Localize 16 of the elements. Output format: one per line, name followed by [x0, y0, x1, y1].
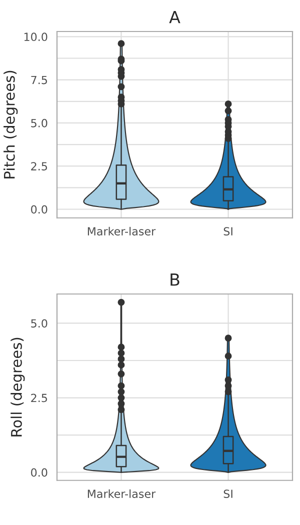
y-tick-label: 2.5 [31, 162, 47, 170]
y-tick-label: 10.0 [24, 32, 48, 42]
x-tick-label: Marker-laser [88, 489, 156, 498]
chart-title: A [169, 11, 180, 24]
y-tick-label: 0.0 [31, 468, 48, 477]
chart-title: B [170, 274, 180, 286]
y-axis-title: Roll (degrees) [10, 338, 25, 436]
x-tick-label: SI [224, 227, 232, 236]
x-tick-label: SI [224, 490, 232, 498]
y-tick-label: 5.0 [31, 319, 48, 328]
y-tick-label: 2.5 [31, 394, 47, 402]
y-tick-label: 7.5 [31, 76, 47, 84]
y-tick-label: 5.0 [31, 118, 48, 128]
y-tick-label: 0.0 [31, 205, 48, 214]
x-tick-label: Marker-laser [88, 226, 156, 236]
y-axis-title: Pitch (degrees) [4, 70, 18, 178]
